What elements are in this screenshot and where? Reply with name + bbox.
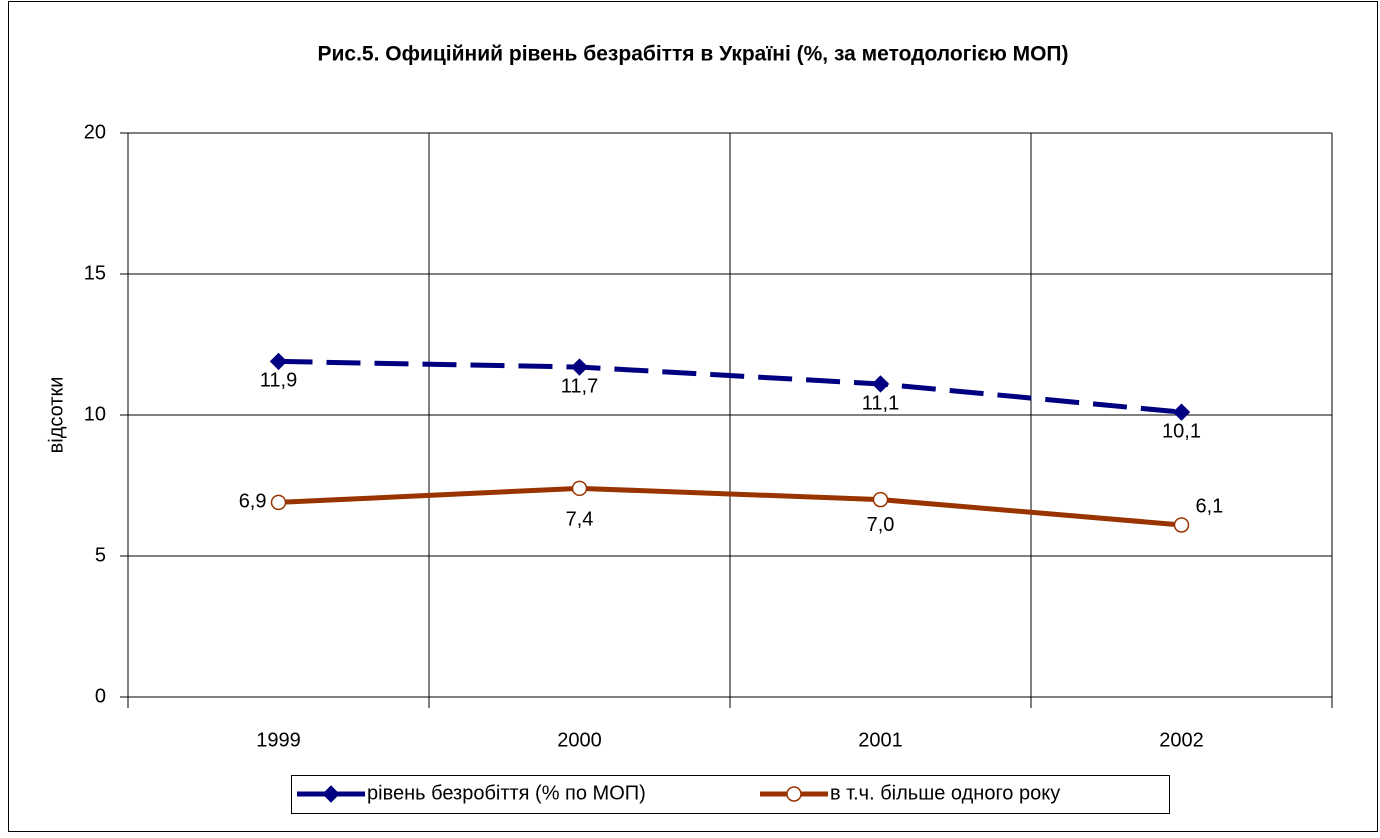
- series-line: [278, 485, 1182, 528]
- x-tick-label: 2002: [1159, 729, 1204, 751]
- point-marker: [786, 786, 802, 802]
- chart-title: Рис.5. Офиційний рівень безрабіття в Укр…: [317, 43, 1068, 66]
- x-tick-label: 2001: [858, 729, 903, 751]
- y-axis-label: відсотки: [45, 377, 67, 454]
- y-tick-label: 0: [95, 685, 106, 707]
- chart-border: [8, 1, 1378, 832]
- data-label: 11,1: [862, 392, 899, 414]
- point-marker: [1172, 403, 1191, 421]
- point-marker: [269, 352, 288, 371]
- x-tick-label: 2000: [557, 729, 602, 751]
- x-tick-label: 1999: [256, 729, 301, 751]
- point-marker: [871, 375, 890, 393]
- series-line: [278, 358, 1182, 415]
- data-label: 11,9: [260, 370, 297, 392]
- data-label: 6,1: [1196, 495, 1224, 517]
- y-tick-label: 20: [84, 121, 106, 143]
- point-marker: [322, 785, 340, 803]
- y-tick-label: 15: [84, 262, 106, 284]
- y-tick-label: 5: [95, 544, 106, 566]
- y-tick-label: 10: [84, 403, 106, 425]
- point-marker: [571, 480, 588, 497]
- point-marker: [570, 358, 589, 376]
- legend-box: [291, 775, 1170, 814]
- data-label: 7,0: [867, 514, 895, 536]
- point-marker: [270, 494, 287, 511]
- data-label: 10,1: [1162, 420, 1201, 442]
- legend-label: рівень безробіття (% по МОП): [367, 782, 646, 804]
- point-marker: [1173, 517, 1190, 533]
- data-label: 6,9: [239, 491, 267, 513]
- data-label: 11,7: [561, 375, 598, 397]
- data-label: 7,4: [566, 509, 594, 531]
- point-marker: [872, 491, 889, 508]
- legend-label: в т.ч. більше одного року: [830, 782, 1060, 804]
